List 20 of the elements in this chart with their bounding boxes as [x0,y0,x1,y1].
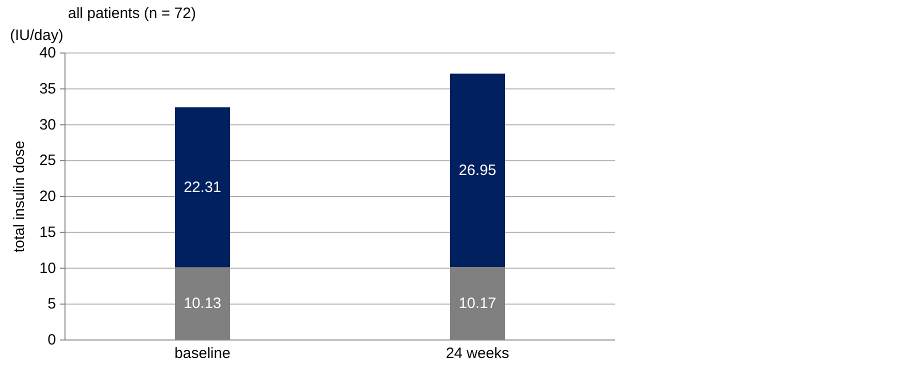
x-tick-label: baseline [174,345,230,362]
data-label: 10.13 [184,295,222,312]
y-tick-label: 35 [39,80,56,98]
bar [175,107,230,268]
data-label: 26.95 [458,162,496,179]
y-tick-label: 10 [39,260,56,277]
y-tick-label: 15 [39,224,56,241]
data-label: 10.17 [458,295,496,312]
text: (IU/day) [10,27,64,44]
y-tick-label: 25 [39,152,56,170]
y-tick-label: 0 [48,332,56,348]
bar [450,74,505,268]
y-tick-label: 5 [48,296,56,313]
y-axis-title: total insulin dose [11,140,28,252]
y-tick-label: 30 [39,116,56,134]
y-tick-label: 20 [39,188,56,205]
y-tick-label: 40 [39,44,56,62]
x-tick-label: 24 weeks [446,345,510,362]
chart-title: all patients (n = 72) [68,5,196,22]
data-label: 22.31 [184,178,222,196]
